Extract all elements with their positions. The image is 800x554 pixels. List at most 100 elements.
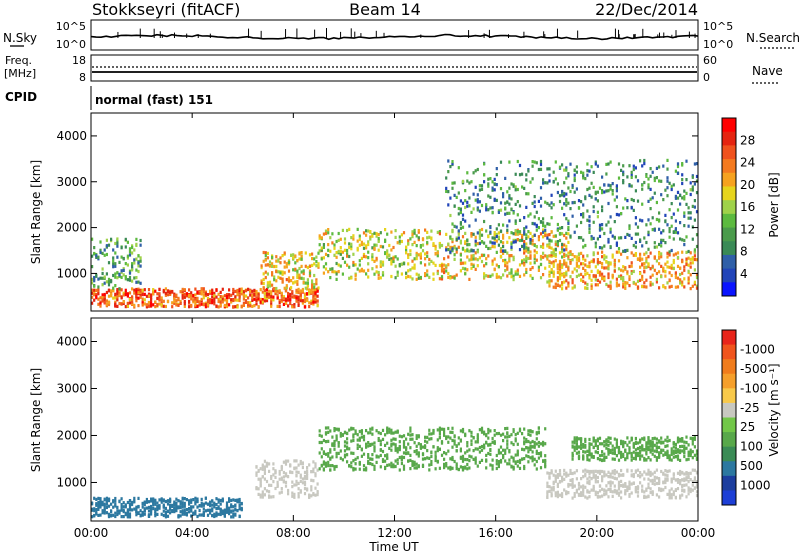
echo-cell	[550, 206, 553, 210]
echo-cell	[169, 505, 172, 509]
echo-cell	[257, 469, 260, 473]
echo-cell	[525, 233, 528, 237]
echo-cell	[476, 464, 479, 468]
echo-cell	[126, 263, 129, 267]
echo-cell	[264, 253, 267, 257]
echo-cell	[295, 459, 298, 463]
echo-cell	[362, 438, 366, 442]
echo-cell	[573, 436, 576, 440]
echo-cell	[457, 206, 460, 211]
echo-cell	[499, 201, 503, 205]
echo-cell	[268, 280, 272, 284]
echo-cell	[103, 506, 106, 510]
echo-cell	[339, 249, 342, 253]
echo-cell	[523, 273, 526, 277]
echo-cell	[369, 230, 372, 234]
echo-cell	[268, 495, 271, 499]
echo-cell	[613, 269, 616, 273]
nave-label: Nave	[752, 64, 783, 78]
echo-cell	[624, 266, 627, 270]
echo-cell	[105, 238, 108, 242]
echo-cell	[615, 470, 618, 474]
echo-cell	[512, 258, 515, 262]
echo-cell	[116, 244, 119, 248]
echo-cell	[453, 439, 456, 443]
echo-cell	[687, 443, 690, 447]
echo-cell	[497, 265, 500, 269]
echo-cell	[573, 168, 576, 172]
echo-cell	[588, 265, 591, 269]
echo-cell	[510, 247, 513, 251]
echo-cell	[379, 276, 382, 280]
echo-cell	[451, 457, 454, 462]
echo-cell	[204, 290, 207, 294]
echo-cell	[598, 436, 602, 440]
echo-cell	[649, 444, 652, 448]
echo-cell	[434, 467, 437, 471]
echo-cell	[521, 447, 524, 451]
echo-cell	[628, 448, 631, 452]
echo-cell	[451, 162, 454, 166]
echo-cell	[421, 457, 425, 461]
echo-cell	[689, 211, 692, 215]
echo-cell	[400, 455, 403, 459]
echo-cell	[641, 244, 644, 248]
echo-cell	[535, 210, 538, 214]
echo-cell	[228, 293, 231, 297]
echo-cell	[666, 158, 669, 162]
echo-cell	[160, 296, 163, 300]
echo-cell	[535, 161, 538, 165]
echo-cell	[679, 237, 682, 241]
echo-cell	[381, 271, 385, 275]
echo-cell	[287, 269, 291, 273]
echo-cell	[105, 302, 108, 306]
echo-cell	[365, 229, 368, 233]
echo-cell	[379, 244, 382, 249]
echo-cell	[324, 426, 328, 430]
echo-cell	[466, 239, 469, 243]
echo-cell	[426, 273, 429, 277]
echo-cell	[375, 256, 378, 260]
echo-cell	[101, 293, 104, 297]
echo-cell	[548, 274, 551, 278]
echo-cell	[607, 452, 610, 456]
echo-cell	[571, 485, 574, 489]
echo-cell	[181, 505, 184, 509]
echo-cell	[662, 269, 665, 273]
echo-cell	[312, 287, 315, 291]
echo-cell	[598, 260, 602, 265]
echo-cell	[518, 204, 522, 208]
echo-cell	[598, 234, 602, 238]
echo-cell	[421, 445, 425, 449]
echo-cell	[152, 303, 155, 307]
echo-cell	[502, 432, 505, 436]
echo-cell	[628, 493, 631, 497]
echo-cell	[105, 244, 108, 248]
echo-cell	[105, 280, 108, 284]
echo-cell	[598, 469, 602, 473]
echo-cell	[556, 278, 559, 282]
echo-cell	[327, 248, 330, 252]
echo-cell	[598, 484, 602, 488]
echo-cell	[685, 458, 688, 462]
echo-cell	[636, 485, 640, 489]
echo-cell	[586, 496, 589, 500]
echo-cell	[521, 457, 524, 461]
echo-cell	[655, 450, 658, 454]
echo-cell	[99, 240, 102, 244]
echo-cell	[447, 203, 450, 207]
echo-cell	[457, 191, 460, 195]
echo-cell	[679, 482, 682, 486]
echo-cell	[318, 429, 321, 433]
echo-cell	[346, 248, 349, 253]
echo-cell	[270, 483, 273, 487]
echo-cell	[695, 276, 699, 280]
echo-cell	[225, 507, 229, 511]
echo-cell	[590, 165, 593, 169]
echo-cell	[445, 248, 448, 252]
echo-cell	[131, 251, 134, 255]
echo-cell	[238, 497, 241, 502]
echo-cell	[689, 487, 692, 491]
echo-cell	[693, 268, 696, 272]
echo-cell	[558, 274, 562, 278]
